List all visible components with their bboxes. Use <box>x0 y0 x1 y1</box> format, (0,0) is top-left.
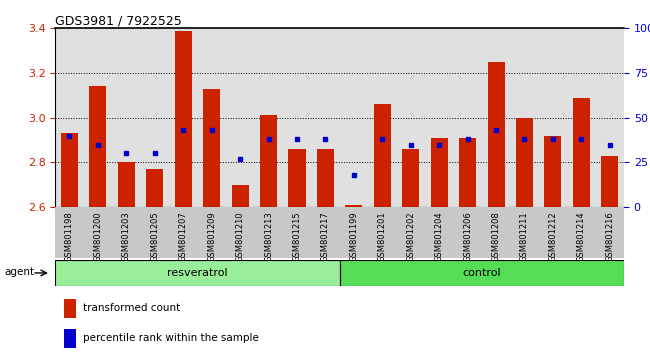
Text: agent: agent <box>5 267 34 277</box>
Bar <box>203 88 220 207</box>
Bar <box>459 138 476 207</box>
Bar <box>339 260 624 286</box>
Text: transformed count: transformed count <box>83 303 180 313</box>
Text: GDS3981 / 7922525: GDS3981 / 7922525 <box>55 14 182 27</box>
Bar <box>64 299 76 318</box>
Text: GSM801205: GSM801205 <box>150 211 159 262</box>
Text: GSM801207: GSM801207 <box>179 211 188 262</box>
Bar <box>345 205 363 207</box>
Text: GSM801206: GSM801206 <box>463 211 472 262</box>
Bar <box>118 162 135 207</box>
Text: GSM801211: GSM801211 <box>520 211 529 262</box>
Bar <box>516 118 533 207</box>
Text: GSM801202: GSM801202 <box>406 211 415 262</box>
Text: GSM801203: GSM801203 <box>122 211 131 262</box>
Bar <box>146 169 163 207</box>
Bar <box>260 115 277 207</box>
Bar <box>55 260 339 286</box>
Text: GSM801210: GSM801210 <box>235 211 244 262</box>
Bar <box>430 138 448 207</box>
Text: GSM801199: GSM801199 <box>349 211 358 262</box>
Text: GSM801198: GSM801198 <box>65 211 74 262</box>
Text: GSM801217: GSM801217 <box>321 211 330 262</box>
Bar <box>374 104 391 207</box>
Text: GSM801200: GSM801200 <box>94 211 103 262</box>
Text: GSM801215: GSM801215 <box>292 211 302 262</box>
Bar <box>573 98 590 207</box>
Text: control: control <box>463 268 501 278</box>
Bar <box>61 133 78 207</box>
Bar <box>175 30 192 207</box>
Bar <box>231 185 248 207</box>
Bar <box>601 156 618 207</box>
Text: GSM801201: GSM801201 <box>378 211 387 262</box>
Text: GSM801212: GSM801212 <box>549 211 558 262</box>
Text: GSM801208: GSM801208 <box>491 211 500 262</box>
Bar <box>90 86 107 207</box>
Text: GSM801209: GSM801209 <box>207 211 216 262</box>
Text: GSM801213: GSM801213 <box>264 211 273 262</box>
Text: GSM801216: GSM801216 <box>605 211 614 262</box>
Text: GSM801214: GSM801214 <box>577 211 586 262</box>
Bar <box>402 149 419 207</box>
Text: percentile rank within the sample: percentile rank within the sample <box>83 333 259 343</box>
Text: resveratrol: resveratrol <box>167 268 228 278</box>
Bar <box>289 149 306 207</box>
Bar <box>488 62 504 207</box>
Text: GSM801204: GSM801204 <box>435 211 444 262</box>
Bar <box>545 136 562 207</box>
Bar <box>64 329 76 348</box>
Bar <box>317 149 334 207</box>
